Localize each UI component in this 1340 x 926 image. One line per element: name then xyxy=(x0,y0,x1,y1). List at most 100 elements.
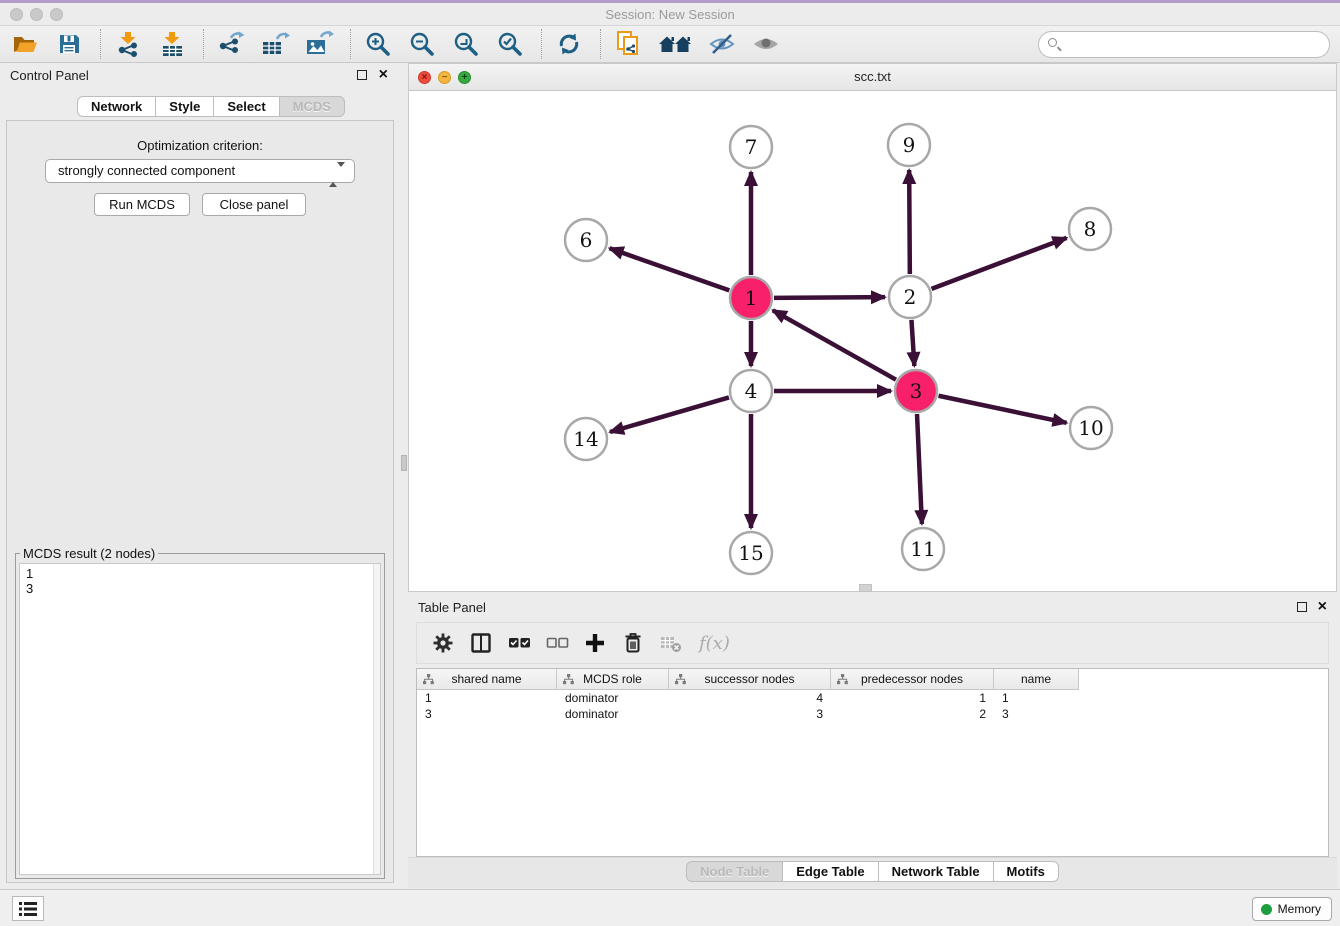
tab-network[interactable]: Network xyxy=(77,96,157,117)
node-6[interactable]: 6 xyxy=(563,217,609,263)
table-panel: Table Panel × xyxy=(408,595,1337,888)
select-all-icon[interactable] xyxy=(505,629,533,657)
table-cell[interactable]: dominator xyxy=(565,707,619,721)
divider-grip[interactable] xyxy=(401,455,407,471)
search-input[interactable] xyxy=(1065,33,1320,56)
minimize-window-button[interactable] xyxy=(30,8,43,21)
import-table-icon[interactable] xyxy=(157,29,187,59)
network-minimize-button[interactable]: − xyxy=(438,71,451,84)
create-column-plus-icon[interactable] xyxy=(581,629,609,657)
node-7[interactable]: 7 xyxy=(728,124,774,170)
network-titlebar[interactable]: × − + scc.txt xyxy=(409,64,1336,91)
edge-3-1[interactable] xyxy=(771,308,898,382)
edge-4-14[interactable] xyxy=(608,395,730,435)
node-11[interactable]: 11 xyxy=(900,526,946,572)
tab-select[interactable]: Select xyxy=(213,96,280,117)
zoom-selected-icon[interactable] xyxy=(495,29,525,59)
export-network-icon[interactable] xyxy=(216,29,246,59)
edge-2-8[interactable] xyxy=(930,235,1069,291)
float-table-panel-icon[interactable] xyxy=(1297,602,1307,612)
table-cell[interactable]: 1 xyxy=(425,691,432,705)
zoom-fit-icon[interactable] xyxy=(451,29,481,59)
split-divider[interactable] xyxy=(400,63,408,889)
show-all-icon[interactable] xyxy=(751,29,781,59)
close-panel-icon[interactable]: × xyxy=(378,66,388,83)
float-panel-icon[interactable] xyxy=(357,70,367,80)
node-1[interactable]: 1 xyxy=(728,275,774,321)
tab-network-table[interactable]: Network Table xyxy=(877,861,994,882)
save-session-icon[interactable] xyxy=(54,29,84,59)
import-network-icon[interactable] xyxy=(113,29,143,59)
search-field[interactable] xyxy=(1038,31,1330,58)
close-panel-button[interactable]: Close panel xyxy=(202,193,306,216)
hide-selected-icon[interactable] xyxy=(707,29,737,59)
export-table-icon[interactable] xyxy=(260,29,290,59)
zoom-window-button[interactable] xyxy=(50,8,63,21)
control-panel-tabs: Network Style Select MCDS xyxy=(77,96,345,117)
run-mcds-button[interactable]: Run MCDS xyxy=(94,193,190,216)
close-table-panel-icon[interactable]: × xyxy=(1317,598,1327,615)
network-graph-canvas[interactable]: 7 9 6 8 1 2 4 3 14 10 15 11 xyxy=(409,91,1336,591)
table-cell[interactable]: 3 xyxy=(425,707,432,721)
table-cell[interactable]: dominator xyxy=(565,691,619,705)
zoom-in-icon[interactable] xyxy=(363,29,393,59)
column-header-successor-nodes[interactable]: successor nodes xyxy=(669,669,831,690)
column-header-name[interactable]: name xyxy=(994,669,1079,690)
node-15[interactable]: 15 xyxy=(728,530,774,576)
task-history-button[interactable] xyxy=(12,896,44,921)
result-scrollbar[interactable] xyxy=(373,564,380,874)
network-maximize-button[interactable]: + xyxy=(458,71,471,84)
edge-2-9[interactable] xyxy=(902,167,917,275)
function-builder-icon: f(x) xyxy=(699,632,730,654)
refresh-layout-icon[interactable] xyxy=(554,29,584,59)
first-neighbors-icon[interactable] xyxy=(657,29,693,59)
table-cell[interactable]: 2 xyxy=(979,707,986,721)
show-columns-icon[interactable] xyxy=(467,629,495,657)
open-session-icon[interactable] xyxy=(10,29,40,59)
memory-button[interactable]: Memory xyxy=(1251,897,1332,921)
tab-style[interactable]: Style xyxy=(155,96,215,117)
node-8[interactable]: 8 xyxy=(1067,206,1113,252)
criterion-dropdown[interactable]: strongly connected component xyxy=(45,159,355,187)
toolbar-separator xyxy=(541,29,542,59)
tab-edge-table[interactable]: Edge Table xyxy=(782,861,879,882)
table-settings-gear-icon[interactable] xyxy=(429,629,457,657)
edge-1-2[interactable] xyxy=(773,290,888,305)
edge-3-11[interactable] xyxy=(914,413,929,527)
column-header-predecessor-nodes[interactable]: predecessor nodes xyxy=(831,669,994,690)
table-cell[interactable]: 1 xyxy=(979,691,986,705)
node-10[interactable]: 10 xyxy=(1068,405,1114,451)
node-2[interactable]: 2 xyxy=(887,274,933,320)
network-close-button[interactable]: × xyxy=(418,71,431,84)
edge-3-10[interactable] xyxy=(938,393,1069,427)
table-cell[interactable]: 3 xyxy=(816,707,823,721)
table-cell[interactable]: 3 xyxy=(1002,707,1009,721)
node-table[interactable]: shared name MCDS role successor nodes prede… xyxy=(416,668,1329,857)
table-row[interactable]: 3 dominator 3 2 3 xyxy=(417,706,1079,722)
node-9[interactable]: 9 xyxy=(886,122,932,168)
column-header-shared-name[interactable]: shared name xyxy=(417,669,557,690)
table-row[interactable]: 1 dominator 4 1 1 xyxy=(417,690,1079,706)
node-3[interactable]: 3 xyxy=(893,368,939,414)
export-image-icon[interactable] xyxy=(304,29,334,59)
table-cell[interactable]: 4 xyxy=(816,691,823,705)
deselect-all-icon[interactable] xyxy=(543,629,571,657)
zoom-out-icon[interactable] xyxy=(407,29,437,59)
network-bottom-grip[interactable] xyxy=(859,584,872,592)
node-14[interactable]: 14 xyxy=(563,416,609,462)
mcds-result-text[interactable]: 1 3 xyxy=(19,563,381,875)
delete-table-icon xyxy=(657,629,685,657)
node-4[interactable]: 4 xyxy=(728,368,774,414)
network-snapshot-icon[interactable] xyxy=(613,29,643,59)
svg-text:1: 1 xyxy=(745,286,758,310)
window-title: Session: New Session xyxy=(605,7,735,22)
delete-column-trash-icon[interactable] xyxy=(619,629,647,657)
table-cell[interactable]: 1 xyxy=(1002,691,1009,705)
tab-mcds[interactable]: MCDS xyxy=(278,96,345,117)
tab-node-table[interactable]: Node Table xyxy=(686,861,784,882)
edge-2-3[interactable] xyxy=(906,319,921,369)
close-window-button[interactable] xyxy=(10,8,23,21)
edge-1-6[interactable] xyxy=(607,246,731,293)
tab-motifs[interactable]: Motifs xyxy=(992,861,1059,882)
column-header-MCDS-role[interactable]: MCDS role xyxy=(557,669,669,690)
